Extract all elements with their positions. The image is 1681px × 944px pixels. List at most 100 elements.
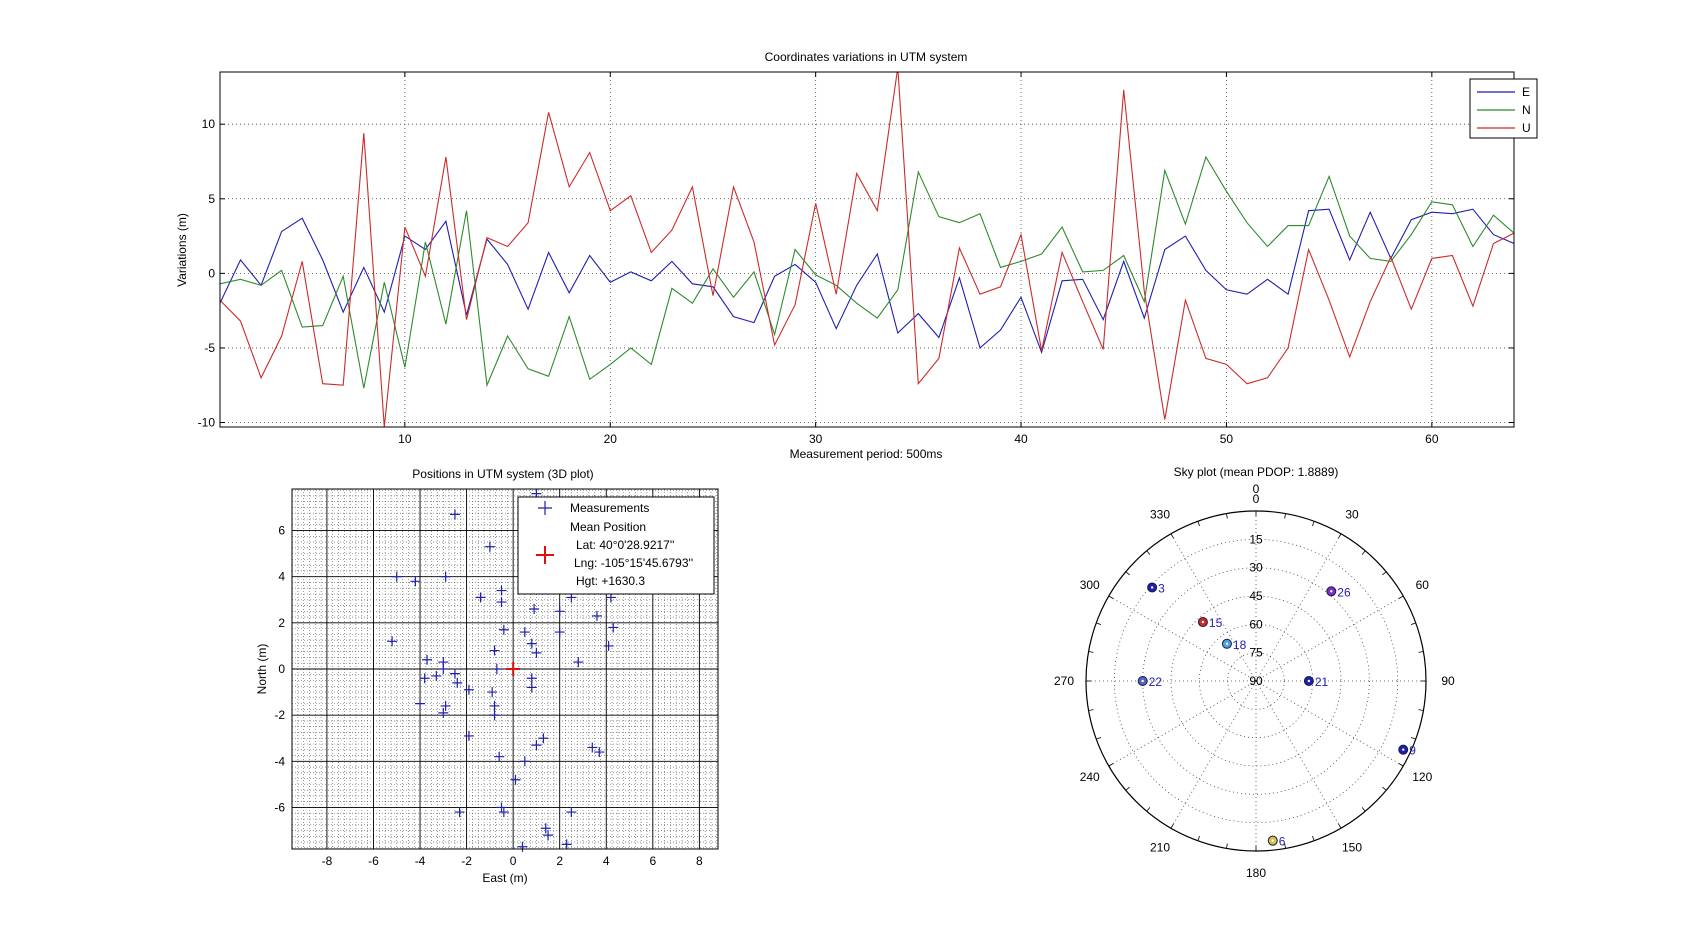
tick-label-x: 60 <box>1425 432 1439 446</box>
azimuth-label: 0 <box>1253 482 1260 496</box>
tick-label-x: 0 <box>510 854 517 868</box>
tick-label-y: 10 <box>202 117 216 131</box>
measurement-point <box>454 807 465 818</box>
satellite-marker-center <box>1402 748 1405 751</box>
measurement-point <box>510 774 521 785</box>
series-line-n <box>220 155 1514 389</box>
legend-hgt: Hgt: +1630.3 <box>576 574 645 588</box>
measurement-point <box>496 597 507 608</box>
measurement-point <box>526 638 537 649</box>
legend-lat: Lat: 40°0'28.9217'' <box>576 538 674 552</box>
azimuth-label: 150 <box>1342 840 1362 854</box>
positions-chart: Positions in UTM system (3D plot) -8 -6 -4… <box>255 467 719 885</box>
measurement-point <box>587 742 598 753</box>
azimuth-label: 90 <box>1441 674 1455 688</box>
sky-tick <box>1146 550 1151 555</box>
azimuth-label: 240 <box>1080 770 1100 784</box>
azimuth-label: 180 <box>1246 866 1266 880</box>
azimuth-spoke <box>1108 595 1257 682</box>
measurement-point <box>452 677 463 688</box>
legend-measurements-label: Measurements <box>570 501 649 515</box>
sky-tick <box>1108 763 1114 767</box>
positions-legend-box <box>517 496 715 595</box>
sky-tick <box>1410 737 1416 740</box>
azimuth-spoke <box>1255 533 1342 682</box>
sky-tick <box>1197 521 1200 527</box>
measurement-point <box>498 807 509 818</box>
measurement-point <box>419 673 430 684</box>
measurement-point <box>591 610 602 621</box>
azimuth-label: 270 <box>1054 674 1074 688</box>
azimuth-spoke <box>1255 680 1404 767</box>
satellite-label: 15 <box>1209 616 1223 630</box>
azimuth-label: 120 <box>1412 770 1432 784</box>
tick-label-y: 0 <box>278 662 285 676</box>
sky-plot-title: Sky plot (mean PDOP: 1.8889) <box>1174 465 1339 479</box>
sky-tick <box>1226 843 1228 849</box>
measurement-point <box>489 700 500 711</box>
measurement-point <box>603 640 614 651</box>
sky-tick <box>1125 786 1130 791</box>
azimuth-spoke <box>1170 680 1257 829</box>
measurement-point <box>489 710 500 721</box>
measurement-point <box>487 687 498 698</box>
satellite-marker-center <box>1330 590 1333 593</box>
measurement-point <box>440 571 451 582</box>
measurement-point <box>438 707 449 718</box>
sky-tick <box>1096 622 1102 625</box>
measurement-point <box>573 657 584 668</box>
tick-label-x: 40 <box>1014 432 1028 446</box>
measurement-point <box>449 668 460 679</box>
azimuth-label: 30 <box>1345 508 1359 522</box>
positions-axes-box <box>291 488 719 850</box>
sky-tick <box>1284 513 1286 519</box>
elevation-label: 60 <box>1249 617 1263 631</box>
azimuth-spoke <box>1108 680 1257 767</box>
measurement-point <box>489 645 500 656</box>
legend-lng: Lng: -105°15'45.6793'' <box>574 556 693 570</box>
variations-ticks: 10 20 30 40 50 60 -10 -5 0 5 10 <box>198 72 1514 446</box>
legend-mean-marker <box>536 546 554 564</box>
tick-label-y: -6 <box>274 800 285 814</box>
sky-tick <box>1361 550 1366 555</box>
tick-label-x: 2 <box>556 854 563 868</box>
tick-label-y: 2 <box>278 616 285 630</box>
measurement-point <box>554 627 565 638</box>
measurement-point <box>526 673 537 684</box>
positions-ylabel: North (m) <box>255 644 269 695</box>
positions-xlabel: East (m) <box>482 871 527 885</box>
satellite-label: 22 <box>1149 675 1163 689</box>
measurement-point <box>494 751 505 762</box>
measurement-point <box>498 624 509 635</box>
measurement-point <box>496 802 507 813</box>
variations-chart: Coordinates variations in UTM system 10 2… <box>175 50 1538 461</box>
variations-series <box>220 72 1514 427</box>
sky-tick <box>1284 843 1286 849</box>
tick-label-y: 4 <box>278 570 285 584</box>
measurement-point <box>415 698 426 709</box>
sky-satellites: 3 26 15 18 21 22 9 6 <box>1137 581 1416 849</box>
variations-legend: E N U <box>1469 78 1538 139</box>
series-line-u <box>220 72 1514 427</box>
elevation-ring <box>1142 567 1370 795</box>
measurement-point <box>554 606 565 617</box>
satellite-label: 26 <box>1337 585 1351 599</box>
tick-label-x: 10 <box>398 432 412 446</box>
tick-label-y: -2 <box>274 708 285 722</box>
elevation-label: 15 <box>1249 532 1263 546</box>
sky-plot: Sky plot (mean PDOP: 1.8889) 0 30 60 90 120 1… <box>1054 465 1455 880</box>
positions-ticks: -8 -6 -4 -2 0 2 4 6 8 -6 -4 -2 0 2 4 6 <box>274 524 703 868</box>
azimuth-spoke <box>1255 680 1342 829</box>
tick-label-x: -6 <box>368 854 379 868</box>
sky-tick <box>1088 709 1094 711</box>
measurement-point <box>543 830 554 841</box>
tick-label-y: 0 <box>208 266 215 280</box>
legend-measurement-marker <box>538 501 552 515</box>
measurement-point <box>496 585 507 596</box>
sky-tick <box>1197 835 1200 841</box>
measurement-point <box>463 684 474 695</box>
tick-label-y: 6 <box>278 524 285 538</box>
satellite-marker-center <box>1271 839 1274 842</box>
elevation-label: 30 <box>1249 561 1263 575</box>
measurement-point <box>484 541 495 552</box>
